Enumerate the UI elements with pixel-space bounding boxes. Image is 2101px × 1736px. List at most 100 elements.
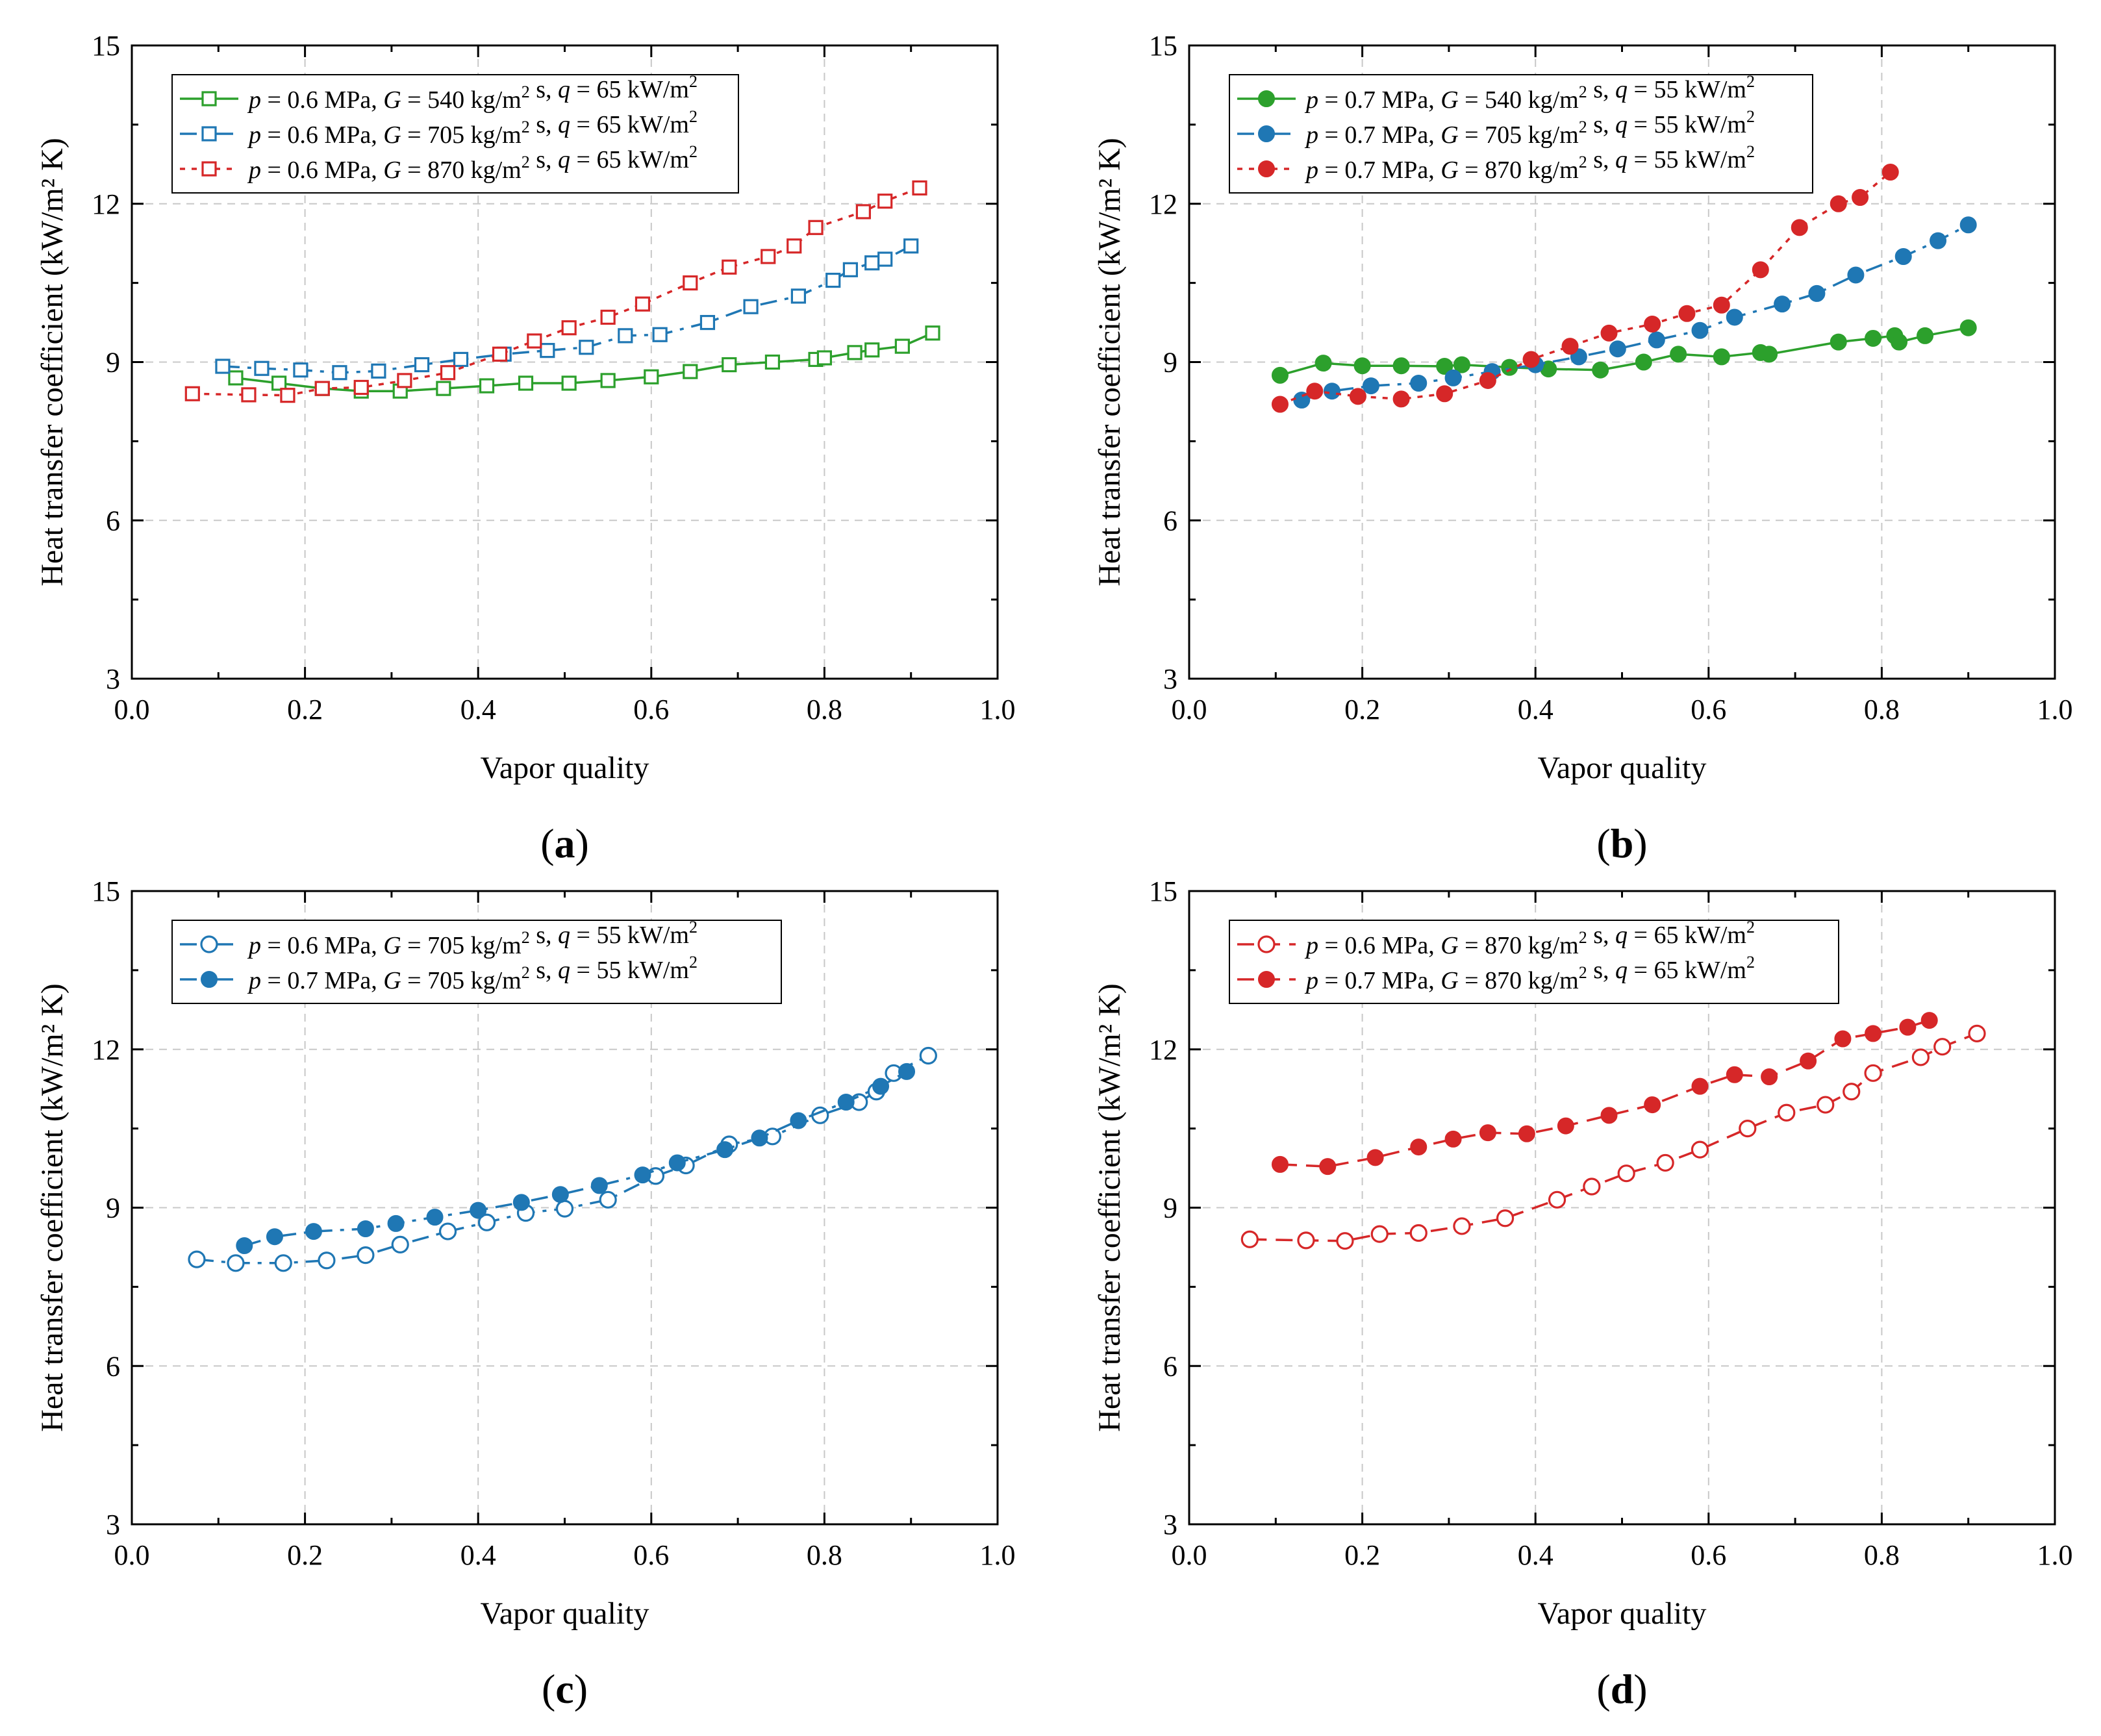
series-line [222,245,912,374]
data-point: 0.18, 8.37 [280,388,296,403]
y-tick-label: 6 [106,1350,120,1382]
data-point: 0.395, 9.05 [1522,351,1540,368]
data-point: 0.505, 9.65 [561,320,577,336]
data-point: 0.925, 9.55 [925,325,940,341]
legend: p = 0.7 MPa, G = 540 kg/m2 s, q = 55 kW/… [1229,72,1813,194]
series-2: 0.105, 8.92 0.15, 8.88 0.195, 8.85 0.24, 8.… [215,238,919,381]
data-point: 0.705, 11.55 [1791,219,1808,236]
data-point: 0.195, 8.35 [1349,388,1366,405]
x-tick-label: 0.4 [460,694,496,725]
data-point: 0.495, 9.25 [551,1186,569,1203]
panel-label: (a) [540,820,589,866]
data-point: 0.37, 8.9 [1501,359,1518,376]
legend-marker [201,91,217,107]
data-point: 0.715, 11.78 [1800,1052,1817,1070]
data-point: 0.465, 9.4 [1583,1177,1601,1196]
data-point: 0.265, 8.52 [353,379,369,396]
data-point: 0.075, 8.02 [188,1250,206,1268]
x-tick-label: 0.0 [114,694,150,725]
data-point: 0.39, 10.4 [1518,1125,1535,1142]
y-tick-label: 9 [1163,1192,1177,1224]
legend-label: p = 0.7 MPa, G = 705 kg/m2 s, q = 55 kW/… [247,953,698,994]
data-point: 0.775, 12.12 [1852,189,1869,206]
x-tick-label: 0.2 [1344,1539,1380,1571]
data-point: 0.79, 12.3 [1865,1025,1882,1042]
x-tick-label: 0.2 [287,1539,323,1571]
data-point: 0.92, 11.88 [919,1046,937,1065]
data-point: 0.755, 12.2 [1834,1030,1852,1048]
y-axis-label: Heat transfer coefficient (kW/m² K) [1092,983,1127,1432]
data-point: 0.845, 11.85 [1911,1048,1930,1066]
data-point: 0.135, 8.38 [241,387,257,403]
data-point: 0.66, 10.75 [1752,261,1769,279]
data-point: 0.535, 10.95 [1644,1096,1661,1114]
data-point: 0.845, 11.85 [855,204,871,220]
y-axis-label: Heat transfer coefficient (kW/m² K) [1092,138,1127,586]
x-axis-label: Vapor quality [481,1596,649,1631]
data-point: 0.855, 9.23 [864,342,880,358]
data-point: 0.165, 8.45 [1323,383,1340,400]
data-point: 0.105, 8.75 [1271,366,1289,384]
data-point: 0.265, 8.52 [1409,1224,1428,1242]
legend-entry: p = 0.6 MPa, G = 705 kg/m2 s, q = 65 kW/… [180,107,698,149]
series-3: 0.105, 8.2 0.145, 8.45 0.195, 8.35 0.245, 8… [1271,164,1899,413]
legend-entry: p = 0.6 MPa, G = 870 kg/m2 s, q = 65 kW/… [1237,918,1755,959]
data-point: 0.525, 9 [1635,353,1652,371]
x-tick-label: 1.0 [980,1539,1016,1571]
data-point: 0.135, 8.38 [1297,1231,1315,1250]
data-point: 0.305, 8.7 [1444,369,1462,386]
data-point: 0.55, 9.85 [600,309,616,325]
data-point: 0.735, 11 [761,249,776,264]
data-point: 0.18, 8.37 [1336,1232,1354,1250]
data-point: 0.24, 8.8 [332,365,347,381]
series-3: 0.07, 8.40.135, 8.380.18, 8.370.22, 8.50… [184,180,927,403]
data-point: 0.2, 8.93 [1353,357,1371,375]
data-point: 0.335, 8.95 [414,357,430,373]
data-point: 0.81, 12.6 [1881,164,1899,181]
data-point: 0.535, 9.72 [1644,316,1661,333]
data-point: 0.425, 9.15 [492,346,508,362]
data-point: 0.195, 8.85 [293,362,308,378]
data-point: 0.225, 8 [318,1252,336,1270]
data-point: 0.855, 10.88 [864,255,880,271]
data-point: 0.165, 8.45 [266,1228,283,1246]
data-point: 0.67, 9.15 [1761,346,1778,363]
x-tick-label: 0.6 [1691,694,1726,725]
data-point: 0.865, 11.3 [1930,232,1947,249]
data-point: 0.77, 10.25 [790,288,807,304]
series-1: 0.105, 8.75 0.155, 8.98 0.2, 8.93 0.245, 8.… [1271,319,1977,384]
chart-panel-1: 0.0 0.2 0.4 0.6 0.8 1.0 3 6 9 12 15 Vapor quality He… [35,30,1016,866]
data-point: 0.63, 9.85 [668,1154,686,1172]
legend-label: p = 0.6 MPa, G = 870 kg/m2 s, q = 65 kW/… [1304,918,1755,959]
legend-box [171,74,739,194]
legend-marker [1257,935,1276,953]
data-point: 0.16, 9.78 [1319,1158,1337,1176]
data-point: 0.215, 9.95 [1366,1149,1384,1166]
data-point: 0.55, 9.85 [1656,1153,1674,1172]
data-point: 0.145, 8.45 [1306,383,1324,400]
data-point: 0.315, 8.65 [397,373,412,388]
x-tick-label: 0.0 [1172,1539,1207,1571]
x-tick-label: 0.4 [460,1539,496,1571]
data-point: 0.41, 8.55 [479,378,495,394]
y-tick-label: 6 [106,505,120,536]
data-point: 0.485, 10.75 [1600,1107,1618,1124]
series-2: 0.13, 8.280.165, 8.450.21, 8.550.265, 8.… [1293,216,1977,409]
x-tick-label: 0.8 [1864,1539,1900,1571]
data-point: 0.54, 9.42 [590,1177,608,1194]
legend-entry: p = 0.6 MPa, G = 870 kg/m2 s, q = 65 kW/… [180,142,698,184]
data-point: 0.83, 10.75 [842,262,858,277]
data-point: 0.8, 9.08 [816,350,833,366]
y-tick-label: 15 [1149,30,1177,62]
series-1: 0.07, 8.4 0.135, 8.38 0.18, 8.37 0.22, 8.5 0… [1240,1024,1986,1250]
legend-label: p = 0.7 MPa, G = 870 kg/m2 s, q = 55 kW/… [1304,142,1755,184]
x-axis-label: Vapor quality [1538,751,1707,785]
data-point: 0.07, 8.4 [184,386,200,401]
data-point: 0.525, 9.28 [579,340,594,355]
legend-entry: p = 0.7 MPa, G = 705 kg/m2 s, q = 55 kW/… [1237,107,1755,149]
data-point: 0.105, 8.2 [1271,396,1289,413]
data-point: 0.41, 8.72 [477,1213,496,1231]
data-point: 0.155, 8.98 [1315,355,1332,372]
data-point: 0.74, 9 [764,354,781,370]
data-point: 0.69, 8.95 [722,357,737,373]
